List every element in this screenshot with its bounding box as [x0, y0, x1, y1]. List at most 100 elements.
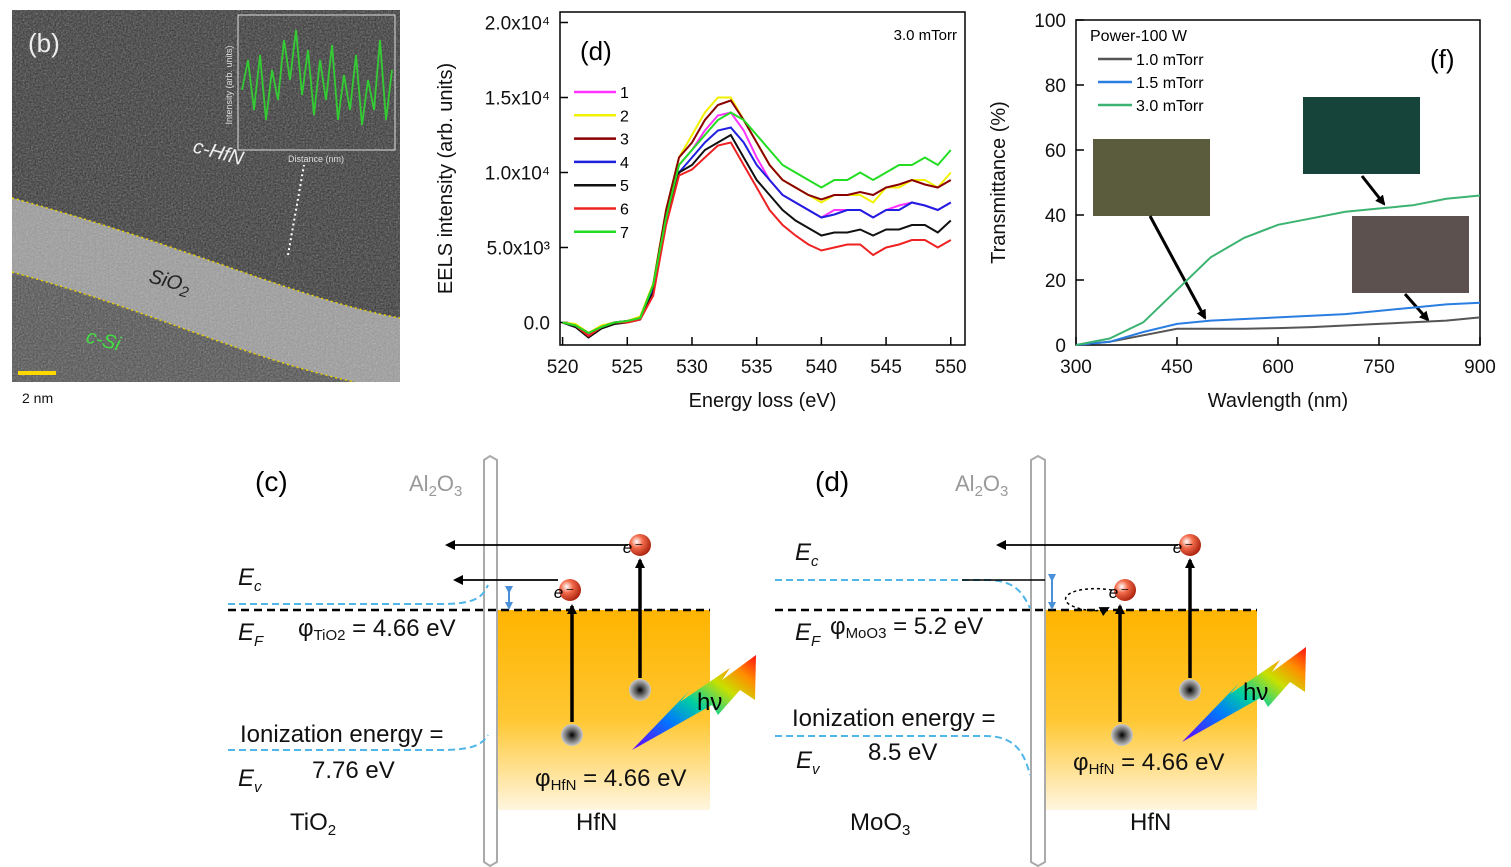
electron-label: e⁻ — [623, 538, 643, 557]
legend-label: 5 — [620, 178, 629, 195]
data-line — [1075, 301, 1481, 346]
inset-frame — [237, 14, 396, 151]
panel-label: (d) — [815, 466, 849, 497]
x-tick-label: 525 — [611, 357, 643, 378]
data-line — [562, 141, 952, 338]
ionization-label: Ionization energy = — [792, 705, 995, 732]
chart: 0 20 40 60 80 100 300 450 600 750 900 Wavlength (nm… — [988, 11, 1496, 412]
tem-texture — [12, 10, 400, 382]
barrier-label: Al2O3 — [409, 471, 462, 500]
t: E — [238, 765, 255, 792]
x-tick-label: 300 — [1060, 357, 1092, 378]
y-tick-label: 2.0x10⁴ — [485, 14, 550, 35]
ef-label: EF — [795, 619, 821, 650]
conduction-band — [775, 579, 1031, 609]
electron — [629, 534, 651, 556]
x-axis-label: Wavlength (nm) — [1208, 390, 1348, 412]
t: 3 — [902, 822, 910, 839]
t: = 4.66 eV — [1114, 749, 1224, 776]
t: v — [812, 761, 821, 778]
t: 2 — [429, 483, 437, 500]
scale-bar — [18, 371, 56, 375]
t: φ — [298, 615, 314, 642]
legend-label: 2 — [620, 108, 629, 125]
t: TiO — [290, 809, 328, 836]
y-axis-label: Transmittance (%) — [988, 101, 1010, 264]
panel-label: (c) — [255, 466, 288, 497]
ec-label: Ec — [238, 564, 262, 595]
conduction-band — [228, 584, 489, 605]
y-tick-label: 5.0x10³ — [487, 239, 550, 260]
panel-label: (f) — [1430, 44, 1455, 74]
electron-label: e⁻ — [554, 583, 574, 602]
electron — [559, 579, 581, 601]
hole — [1179, 679, 1201, 701]
ef-label: EF — [238, 619, 264, 650]
arrow — [1148, 215, 1207, 320]
barrier — [1030, 454, 1046, 867]
x-tick-label: 545 — [870, 357, 902, 378]
photon — [632, 655, 756, 750]
y-tick-label: 0.0 — [524, 314, 550, 335]
x-tick-label: 530 — [676, 357, 708, 378]
data-line — [562, 111, 952, 335]
t: F — [254, 633, 264, 650]
t: v — [254, 779, 263, 796]
work-function: φHfN = 4.66 eV — [1073, 749, 1225, 778]
scale-label: 2 nm — [22, 390, 53, 406]
ev-label: Ev — [796, 747, 821, 778]
barrier-label: Al2O3 — [955, 471, 1008, 500]
t: MoO3 — [846, 625, 887, 642]
chart: 0.0 5.0x10³ 1.0x10⁴ 1.5x10⁴ 2.0x10⁴ 520 525 530… — [435, 11, 967, 412]
t: F — [811, 633, 821, 650]
t: E — [795, 619, 812, 646]
t: E — [238, 619, 255, 646]
t: E — [238, 564, 255, 591]
barrier — [483, 454, 498, 867]
legend-label: 7 — [620, 225, 629, 242]
y-axis-label: EELS intensity (arb. units) — [435, 63, 457, 294]
t: = 5.2 eV — [886, 613, 983, 640]
t: Al — [955, 471, 975, 496]
t: c — [811, 553, 819, 570]
sample-photos — [1093, 97, 1469, 322]
t: TiO2 — [314, 627, 346, 644]
electron-label: e⁻ — [1109, 583, 1129, 602]
legend-label: 6 — [620, 202, 629, 219]
ev-label: Ev — [238, 765, 263, 796]
t: MoO — [850, 809, 902, 836]
x-tick-label: 900 — [1464, 357, 1496, 378]
legend-label: 3 — [620, 132, 629, 149]
work-function: φHfN = 4.66 eV — [535, 765, 687, 794]
t: = 4.66 eV — [576, 765, 686, 792]
legend-label: 1.0 mTorr — [1136, 52, 1204, 69]
legend-label: 4 — [620, 155, 629, 172]
t: HfN — [1089, 761, 1115, 778]
electron-label: e⁻ — [1173, 538, 1193, 557]
y-tick-label: 100 — [1034, 11, 1066, 32]
x-tick-label: 535 — [741, 357, 773, 378]
valence-band — [775, 735, 1031, 776]
hole — [629, 679, 651, 701]
legend-title: Power-100 W — [1090, 28, 1188, 45]
photon-label: hν — [697, 689, 722, 716]
t: 2 — [975, 483, 983, 500]
electron — [1179, 534, 1201, 556]
x-tick-label: 540 — [806, 357, 838, 378]
work-function: φMoO3 = 5.2 eV — [830, 613, 983, 642]
t: 2 — [328, 822, 336, 839]
interface-line — [11, 271, 356, 383]
photon-label: hν — [1243, 679, 1268, 706]
t: E — [796, 747, 813, 774]
x-tick-label: 450 — [1161, 357, 1193, 378]
x-tick-label: 600 — [1262, 357, 1294, 378]
t: φ — [535, 765, 551, 792]
hole — [1111, 724, 1133, 746]
x-axis-label: Energy loss (eV) — [689, 390, 837, 412]
legend-label: 3.0 mTorr — [1136, 98, 1204, 115]
ionization-value: 8.5 eV — [868, 739, 937, 766]
t: 3 — [454, 483, 462, 500]
t: O — [983, 471, 1000, 496]
sample-photo — [1303, 97, 1420, 174]
